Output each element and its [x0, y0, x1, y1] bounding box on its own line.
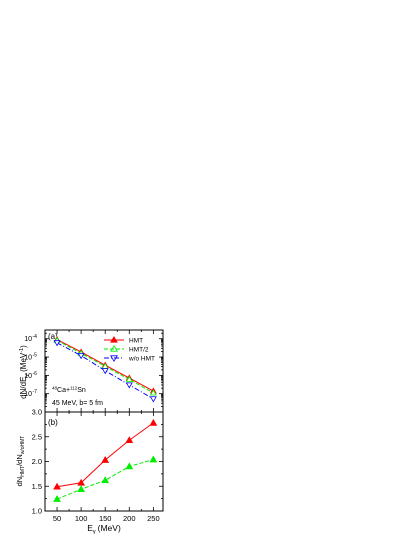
panel-b-point-1-2 — [101, 476, 110, 484]
legend-marker-wo-hmt — [110, 355, 118, 362]
legend-label-hmt-half: HMT/2 — [129, 347, 149, 354]
panel-b-ylabel-sub2: w/oHMT — [20, 436, 26, 455]
panel-b-ylabel-sub1: HMT — [20, 466, 26, 477]
x-tick-label: 200 — [123, 514, 136, 523]
panel-a-ylabel-unit-end: ) — [19, 345, 28, 348]
panel-a-y-tick-exp: -6 — [33, 371, 38, 377]
panel-a-series — [53, 335, 157, 403]
reaction-part-a: Ca+ — [57, 387, 70, 394]
panel-b-label: (b) — [48, 418, 58, 427]
panel-b-point-0-3 — [125, 436, 134, 444]
panel-a-point-2-0 — [53, 340, 61, 347]
x-tick-label: 250 — [147, 514, 160, 523]
panel-a-y-tick-base: 10 — [24, 355, 32, 362]
panel-b-point-1-1 — [77, 485, 86, 493]
panel-b-point-0-4 — [149, 418, 158, 426]
panel-b-y-tick-label: 1.0 — [32, 507, 42, 516]
panel-a-ylabel-unit-sup: -1 — [19, 348, 25, 353]
panel-a-y-tick-label: 10 — [24, 391, 32, 398]
panel-b-point-0-0 — [53, 482, 61, 490]
panel-a-y-tick-label: 10 — [24, 336, 32, 343]
panel-b-series — [53, 418, 158, 502]
panel-b-y-axis-title: dNHMT/dNw/oHMT — [15, 436, 26, 487]
panel-b-ylabel-mid: /dN — [15, 454, 24, 466]
panel-b-y-tick-label: 2.5 — [32, 432, 42, 441]
legend-marker-hmt — [110, 336, 118, 343]
panel-a-y-tick-exp: -4 — [33, 334, 38, 340]
legend-label-wo-hmt: w/o HMT — [128, 356, 155, 363]
legend-item-hmt: HMT — [104, 336, 143, 345]
x-tick-label: 150 — [99, 514, 112, 523]
panel-a: (a) 10-710-610-510-4 HMT HMT/2 w/o HMT 4… — [19, 329, 164, 413]
panel-a-y-ticks: 10-710-610-510-4 — [24, 332, 163, 413]
panel-b-ylabel-main: dN — [15, 477, 24, 487]
panel-a-y-tick-base: 10 — [24, 373, 32, 380]
panel-a-point-2-4 — [149, 396, 157, 403]
panel-b-x-ticks: 50 100 150 200 250 — [53, 412, 160, 523]
panel-b-point-1-0 — [53, 495, 61, 502]
panel-a-y-axis-title: dN/dEγ (MeV-1) — [19, 345, 30, 399]
x-tick-label: 100 — [75, 514, 88, 523]
x-axis-title: Eγ (MeV) — [87, 523, 121, 535]
panel-b: (b) 1.0 1.5 2.0 2.5 3.0 50 100 150 200 250 dNHMT… — [15, 408, 164, 535]
panel-b-y-ticks: 1.0 1.5 2.0 2.5 3.0 — [32, 408, 163, 516]
legend-item-wo-hmt: w/o HMT — [104, 355, 155, 363]
panel-b-y-tick-label: 3.0 — [32, 408, 42, 417]
panel-a-point-1-4 — [149, 389, 157, 396]
legend-marker-hmt-half — [110, 345, 118, 352]
panel-a-x-ticks — [56, 330, 154, 412]
panel-a-y-tick-exp: -7 — [33, 389, 38, 395]
xlabel-sub: γ — [93, 529, 96, 535]
xlabel-main: E — [87, 523, 93, 533]
panel-a-y-tick-base: 10 — [24, 391, 32, 398]
panel-a-y-tick-label: 10 — [24, 373, 32, 380]
reaction-label: 48Ca+112Sn — [52, 386, 86, 395]
conditions-label: 45 MeV, b= 5 fm — [52, 400, 103, 407]
reaction-part-b: Sn — [77, 387, 86, 394]
panel-b-y-tick-label: 2.0 — [32, 457, 42, 466]
panel-a-point-1-3 — [125, 375, 133, 382]
panel-a-y-tick-base: 10 — [24, 336, 32, 343]
x-tick-label: 50 — [53, 514, 61, 523]
panel-b-point-0-1 — [77, 478, 86, 486]
panel-a-point-2-1 — [77, 353, 85, 360]
legend-label-hmt: HMT — [129, 338, 143, 345]
panel-a-series-line-2 — [56, 342, 154, 400]
reaction-pre-sup: 48 — [52, 386, 58, 391]
panel-b-point-1-3 — [125, 462, 134, 470]
panel-b-point-1-4 — [149, 455, 158, 463]
panel-a-point-2-2 — [101, 368, 109, 375]
xlabel-unit: (MeV) — [98, 523, 121, 533]
panel-a-point-2-3 — [125, 382, 133, 389]
panel-a-y-tick-exp: -5 — [33, 353, 38, 359]
reaction-mid-sup: 112 — [70, 386, 78, 391]
panel-a-ylabel-main: dN/dE — [19, 377, 28, 399]
panel-a-ylabel-unit: (MeV — [19, 352, 28, 372]
panel-b-y-tick-label: 1.5 — [32, 482, 42, 491]
panel-a-ylabel-sub: γ — [24, 374, 30, 377]
panel-a-legend: HMT HMT/2 w/o HMT — [104, 336, 155, 363]
legend-item-hmt-half: HMT/2 — [104, 345, 149, 354]
panel-b-point-0-2 — [101, 456, 110, 463]
panel-a-label: (a) — [48, 332, 58, 341]
panel-a-y-tick-label: 10 — [24, 355, 32, 362]
